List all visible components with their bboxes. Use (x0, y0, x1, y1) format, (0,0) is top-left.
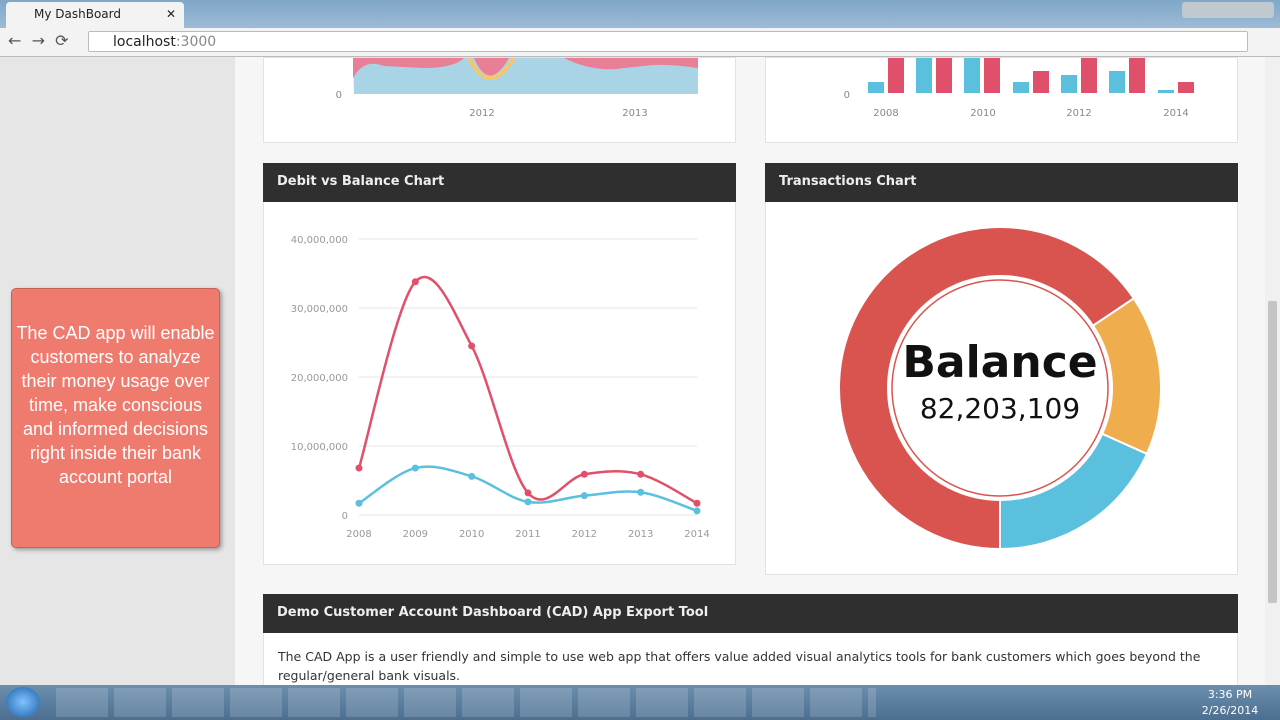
y-tick-label: 0 (342, 511, 348, 522)
bars (868, 58, 1194, 93)
x-tick-label: 2014 (684, 529, 709, 540)
y-tick-label: 0 (844, 90, 850, 101)
y-tick-label: 0 (336, 90, 342, 101)
clock-time: 3:36 PM (1207, 688, 1253, 701)
x-tick-label: 2008 (346, 529, 371, 540)
point (580, 470, 588, 478)
y-tick-label: 20,000,000 (291, 373, 348, 384)
point (693, 507, 701, 515)
taskbar-apps (56, 688, 876, 717)
export-text: The CAD App is a user friendly and simpl… (278, 649, 1201, 683)
point (468, 472, 476, 480)
donut-segment (999, 432, 1149, 551)
area (353, 58, 698, 78)
point (637, 470, 645, 478)
tab-close[interactable]: ✕ (165, 7, 176, 21)
taskbar: 3:36 PM 2/26/2014 (0, 685, 1280, 720)
point (580, 492, 588, 500)
nav-buttons[interactable]: ← → ⟳ (8, 31, 69, 50)
x-tick-label: 2012 (1066, 108, 1091, 119)
panel-header: Demo Customer Account Dashboard (CAD) Ap… (263, 594, 1238, 633)
y-tick-label: 30,000,000 (291, 304, 348, 315)
top-right-panel: 0 2008 2010 2012 2014 (765, 57, 1238, 143)
y-tick-label: 40,000,000 (291, 235, 348, 246)
line-chart: 0 10,000,000 20,000,000 30,000,000 40,000,00… (291, 235, 710, 540)
point (693, 499, 701, 507)
note: The CAD app will enable customers to ana… (11, 288, 220, 548)
start-button[interactable] (6, 687, 40, 717)
point (411, 278, 419, 286)
area (467, 56, 516, 80)
center-value: 82,203,109 (920, 392, 1080, 425)
point (524, 489, 532, 497)
point (411, 464, 419, 472)
x-tick-label: 2013 (628, 529, 653, 540)
x-tick-label: 2008 (873, 108, 898, 119)
top-left-panel: 0 2012 2013 (263, 56, 736, 143)
donut-segment (838, 226, 1136, 551)
url-host: localhost (113, 34, 176, 50)
tab-title: My DashBoard (34, 7, 121, 21)
center-title: Balance (902, 337, 1097, 388)
inner-ring (891, 279, 1109, 497)
url-port: :3000 (175, 34, 217, 50)
clock-date: 2/26/2014 (1201, 704, 1259, 717)
donut-segment (1091, 296, 1162, 456)
window-controls (1182, 2, 1274, 18)
bar-chart: 0 2008 2010 2012 2014 (844, 58, 1194, 119)
point (524, 498, 532, 506)
point (637, 488, 645, 496)
tab-strip (0, 0, 1280, 28)
address-bar[interactable]: localhost:3000 (88, 31, 1248, 52)
donut-chart: Balance 82,203,109 (838, 226, 1162, 551)
point (355, 499, 363, 507)
x-tick-label: 2012 (469, 108, 494, 119)
x-tick-label: 2011 (515, 529, 540, 540)
panel-header: Transactions Chart (765, 163, 1238, 202)
point (468, 342, 476, 350)
scrollbar[interactable] (1265, 57, 1280, 685)
x-tick-label: 2010 (970, 108, 995, 119)
y-tick-label: 10,000,000 (291, 442, 348, 453)
area-chart: 0 2012 2013 (336, 56, 698, 119)
point (355, 464, 363, 472)
line (357, 275, 698, 505)
x-tick-label: 2009 (403, 529, 428, 540)
x-tick-label: 2014 (1163, 108, 1188, 119)
x-tick-label: 2012 (572, 529, 597, 540)
panel-header: Debit vs Balance Chart (263, 163, 736, 202)
x-tick-label: 2010 (459, 529, 484, 540)
x-tick-label: 2013 (622, 108, 647, 119)
debit-panel (263, 163, 736, 565)
tab[interactable]: My DashBoard ✕ (6, 2, 184, 28)
